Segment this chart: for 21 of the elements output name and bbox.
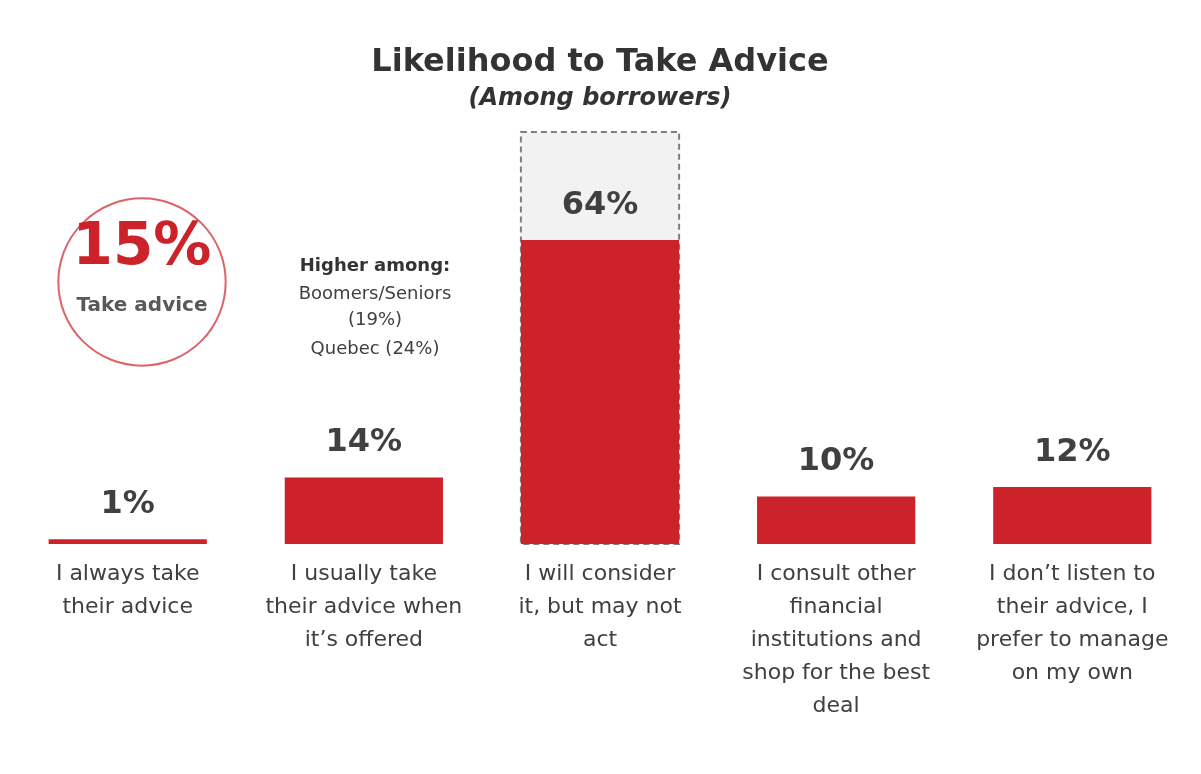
x-tick-label: I will consider it, but may not act (518, 559, 682, 651)
bar (48, 539, 207, 544)
data-label: 14% (325, 421, 403, 460)
chart-title: Likelihood to Take Advice (371, 41, 829, 79)
annotation: Higher among: (299, 254, 451, 275)
annotation: Take advice (76, 292, 208, 316)
annotation: Boomers/Seniors (19%) (298, 282, 452, 329)
data-label: 64% (561, 183, 639, 222)
bar (284, 477, 443, 544)
annotation: Quebec (24%) (310, 337, 440, 358)
annotation: 15% (72, 210, 212, 278)
x-tick-label: I always take their advice (55, 559, 200, 618)
bar (993, 486, 1152, 544)
bar (757, 496, 916, 544)
x-tick-label: I consult other financial institutions and shop for the best deal (742, 559, 931, 717)
x-tick-label: I usually take their advice when it’s offered (265, 559, 463, 651)
x-tick-label: I don’t listen to their advice, I prefer to manage on my own (976, 559, 1169, 684)
data-label: 10% (797, 440, 875, 479)
data-label: 1% (100, 483, 155, 522)
data-label: 12% (1033, 430, 1111, 469)
chart-subtitle: (Among borrowers) (468, 83, 732, 111)
